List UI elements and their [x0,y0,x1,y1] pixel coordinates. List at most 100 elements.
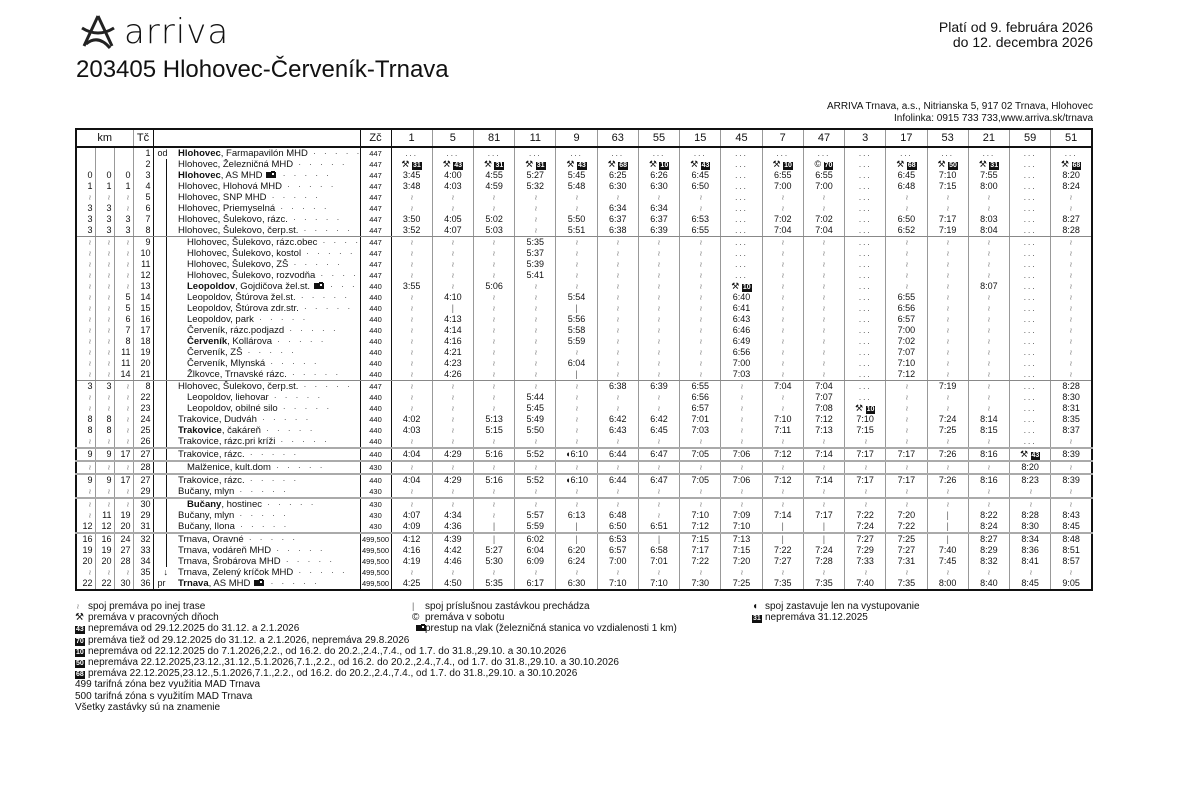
departure-time: ... [720,192,763,203]
route-line [165,192,167,203]
stop-marker [153,225,178,237]
wavy-route-icon: ~ [407,338,418,345]
wavy-route-icon: ~ [654,272,665,279]
departure-time: ~ [679,248,721,259]
departure-time: 7:17 [885,474,928,486]
departure-time: 8:40 [967,578,1010,590]
departure-time: ~ [472,259,515,270]
departure-time: ~ [926,292,969,303]
departure-time: ... [1009,314,1051,325]
workdays-icon: ⚒ [525,159,534,169]
departure-time: ... [596,147,639,159]
departure-time: ~ [720,425,763,436]
wavy-route-icon: ~ [123,394,133,401]
time-value: 3 [106,214,112,224]
no-service-dots: ... [1023,437,1037,446]
wavy-route-icon: ~ [85,294,95,301]
wavy-route-icon: ~ [984,488,995,495]
wavy-route-icon: ~ [489,305,500,312]
stop-marker [153,237,178,248]
wavy-route-icon: ~ [654,394,665,401]
km-cell: ~ [113,403,133,414]
departure-time: ~ [431,270,474,281]
departure-time: ~ [431,567,474,578]
departure-time: ~ [514,325,556,336]
wavy-route-icon: ~ [613,438,624,445]
wavy-route-icon: ~ [736,383,747,390]
time-value: 6:55 [691,225,710,235]
departure-time: 8:37 [1050,425,1092,436]
legend-item: 499 tarifná zóna bez využitia MAD Trnava [75,679,619,690]
departure-time: 6:40 [720,292,763,303]
stop-sequence: 3 [132,170,154,181]
time-value: 7:25 [897,534,916,544]
departure-time: 6:56 [885,303,928,314]
wavy-route-icon: ~ [1025,488,1036,495]
departure-time: ... [844,236,886,248]
departure-time: 7:11 [761,425,804,436]
time-value: 5:35 [526,237,545,247]
no-service-dots: ... [1023,370,1037,379]
time-value: 4:16 [444,336,462,346]
departure-time: ... [1009,236,1051,248]
workdays-icon: ⚒ [978,159,987,169]
departure-time: 7:07 [885,347,928,358]
departure-time: 7:06 [720,474,763,486]
departure-time: ~ [926,392,969,403]
wavy-route-icon: ~ [407,405,418,412]
time-value: 8 [106,414,112,424]
departure-time: 7:17 [926,214,969,225]
wavy-route-icon: ~ [860,501,871,508]
time-value: 8:03 [980,214,998,224]
time-value: 7:10 [856,414,874,424]
tariff-zone: 440 [359,303,392,314]
route-line [165,292,167,303]
time-value: 6:45 [650,425,668,435]
leader-dots: · · · · · [260,426,316,435]
wavy-route-icon: ~ [572,349,583,356]
time-value: 8 [125,336,131,346]
time-value: 19 [82,545,93,555]
time-value: 6:39 [650,225,668,235]
km-cell: 16 [75,533,95,545]
no-service-dots: ... [858,149,872,158]
stop-name-text: , AS MHD [208,578,251,589]
departure-time: ~ [967,325,1010,336]
wavy-route-icon: ~ [407,194,418,201]
time-value: 6:42 [650,414,668,424]
wavy-route-icon: ~ [654,405,665,412]
km-cell: ~ [94,336,114,347]
wavy-route-icon: ~ [530,216,541,223]
wavy-route-icon: ~ [1066,316,1077,323]
tariff-zone: 499,500 [359,556,392,567]
no-service-dots: ... [1023,171,1037,180]
time-value: 6:38 [609,381,627,391]
stop-sequence: 35 [132,567,154,578]
wavy-route-icon: ~ [1025,501,1036,508]
departure-time: ~ [637,347,680,358]
departure-time: ~ [390,358,433,369]
departure-time: ~ [802,192,845,203]
stop-name-text: Leopoldov, obilné silo [187,403,278,414]
stop-sequence: 15 [132,303,154,314]
departure-time: | [926,521,969,534]
time-value: 6:58 [650,545,668,555]
departure-time: ~ [514,461,556,475]
stop-sequence: 34 [132,556,154,567]
time-value: 4:04 [402,475,421,485]
departure-time: 5:13 [472,414,515,425]
time-value: 7 [125,325,131,335]
km-cell: ~ [94,192,114,203]
time-value: 6:48 [609,510,627,520]
departure-time: ~ [472,347,515,358]
wavy-route-icon: ~ [407,239,418,246]
stop-name: Žlkovce, Trnavské rázc. · · · · · [178,369,360,381]
legend-column-2: | spoj príslušnou zastávkou prechádza © pre… [412,601,677,635]
wavy-route-icon: ~ [943,394,954,401]
time-value: 4:12 [402,534,421,544]
no-service-dots: ... [858,226,872,235]
departure-time: 7:05 [679,474,721,486]
departure-time: ~ [679,281,721,292]
stop-name: Bučany, Ilona · · · · · [178,521,360,534]
km-cell: 8 [94,414,114,425]
